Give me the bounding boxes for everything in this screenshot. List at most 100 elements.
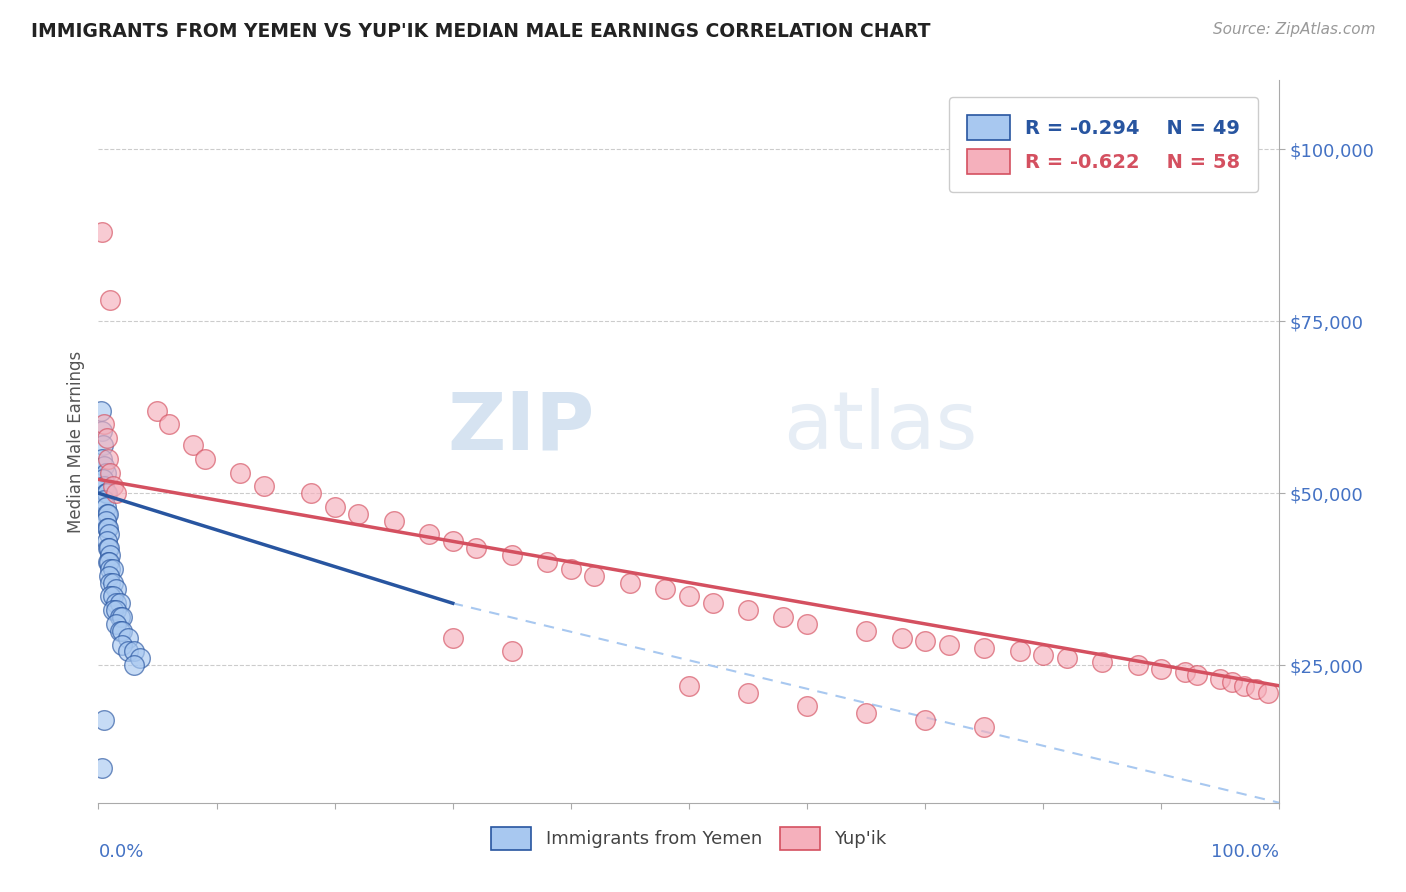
Point — [299, 486, 322, 500]
Point — [194, 451, 217, 466]
Point — [96, 486, 118, 500]
Point — [108, 624, 131, 638]
Point — [157, 417, 180, 432]
Point — [117, 631, 139, 645]
Point — [1220, 675, 1243, 690]
Point — [1032, 648, 1054, 662]
Point — [97, 451, 120, 466]
Point — [111, 638, 134, 652]
Point — [96, 431, 118, 445]
Point — [101, 479, 124, 493]
Point — [122, 644, 145, 658]
Point — [1056, 651, 1078, 665]
Point — [98, 575, 121, 590]
Point — [938, 638, 960, 652]
Point — [98, 555, 121, 569]
Text: IMMIGRANTS FROM YEMEN VS YUP'IK MEDIAN MALE EARNINGS CORRELATION CHART: IMMIGRANTS FROM YEMEN VS YUP'IK MEDIAN M… — [31, 22, 931, 41]
Point — [98, 541, 121, 556]
Point — [796, 616, 818, 631]
Text: ZIP: ZIP — [447, 388, 595, 467]
Point — [105, 616, 128, 631]
Point — [441, 534, 464, 549]
Point — [91, 451, 114, 466]
Point — [111, 624, 134, 638]
Point — [97, 541, 120, 556]
Point — [98, 548, 121, 562]
Point — [1008, 644, 1031, 658]
Y-axis label: Median Male Earnings: Median Male Earnings — [66, 351, 84, 533]
Text: Source: ZipAtlas.com: Source: ZipAtlas.com — [1212, 22, 1375, 37]
Point — [91, 761, 114, 775]
Point — [105, 596, 128, 610]
Point — [108, 610, 131, 624]
Point — [1126, 658, 1149, 673]
Point — [93, 417, 115, 432]
Point — [105, 582, 128, 597]
Point — [1209, 672, 1232, 686]
Point — [98, 527, 121, 541]
Point — [1091, 655, 1114, 669]
Point — [101, 575, 124, 590]
Point — [98, 466, 121, 480]
Point — [501, 644, 523, 658]
Point — [93, 458, 115, 473]
Point — [253, 479, 276, 493]
Point — [654, 582, 676, 597]
Point — [560, 562, 582, 576]
Point — [796, 699, 818, 714]
Point — [890, 631, 912, 645]
Point — [973, 720, 995, 734]
Point — [1257, 686, 1279, 700]
Point — [91, 225, 114, 239]
Point — [96, 520, 118, 534]
Point — [93, 493, 115, 508]
Point — [94, 466, 117, 480]
Point — [1150, 662, 1173, 676]
Point — [117, 644, 139, 658]
Point — [1174, 665, 1197, 679]
Point — [382, 514, 405, 528]
Text: 100.0%: 100.0% — [1212, 843, 1279, 861]
Point — [105, 603, 128, 617]
Point — [973, 640, 995, 655]
Point — [855, 624, 877, 638]
Point — [914, 713, 936, 727]
Point — [914, 634, 936, 648]
Point — [122, 658, 145, 673]
Point — [91, 472, 114, 486]
Point — [94, 486, 117, 500]
Point — [101, 603, 124, 617]
Point — [97, 520, 120, 534]
Point — [128, 651, 150, 665]
Point — [96, 507, 118, 521]
Point — [323, 500, 346, 514]
Point — [619, 575, 641, 590]
Point — [229, 466, 252, 480]
Point — [1185, 668, 1208, 682]
Point — [441, 631, 464, 645]
Point — [702, 596, 724, 610]
Point — [1244, 682, 1267, 697]
Point — [772, 610, 794, 624]
Point — [97, 507, 120, 521]
Point — [91, 438, 114, 452]
Point — [91, 424, 114, 438]
Legend: Immigrants from Yemen, Yup'ik: Immigrants from Yemen, Yup'ik — [482, 818, 896, 859]
Point — [101, 562, 124, 576]
Point — [855, 706, 877, 721]
Point — [146, 403, 169, 417]
Point — [347, 507, 370, 521]
Point — [98, 568, 121, 582]
Point — [678, 679, 700, 693]
Point — [93, 713, 115, 727]
Point — [1233, 679, 1256, 693]
Point — [94, 514, 117, 528]
Point — [98, 562, 121, 576]
Point — [90, 403, 112, 417]
Point — [94, 500, 117, 514]
Point — [737, 603, 759, 617]
Point — [101, 590, 124, 604]
Point — [181, 438, 204, 452]
Point — [678, 590, 700, 604]
Point — [98, 293, 121, 308]
